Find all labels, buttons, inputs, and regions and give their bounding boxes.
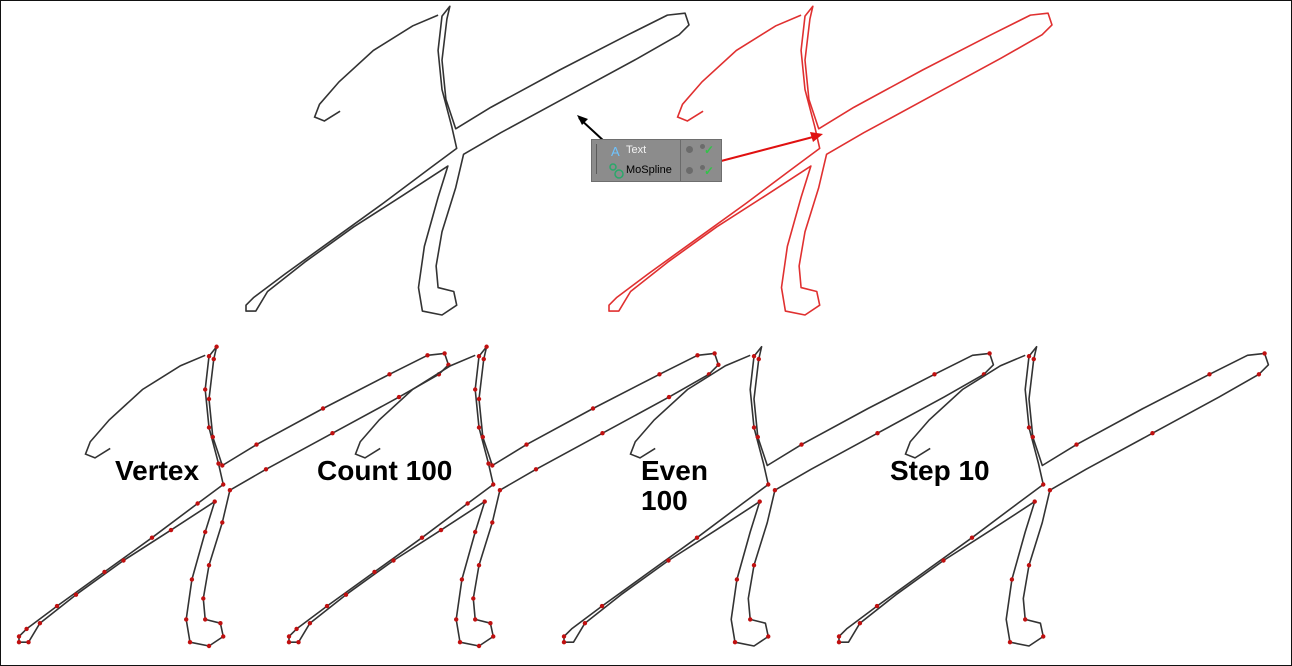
visibility-dot-editor-2[interactable] bbox=[686, 167, 693, 174]
caption-vertex: Vertex bbox=[115, 455, 200, 486]
text-object-icon: A bbox=[611, 144, 620, 158]
hierarchy-lines bbox=[596, 144, 611, 174]
count-letter-x bbox=[286, 344, 721, 649]
object-row-mospline[interactable]: MoSpline bbox=[592, 161, 680, 181]
mospline-object-icon bbox=[609, 163, 624, 179]
caption-count: Count 100 bbox=[317, 455, 453, 486]
object-label-text: Text bbox=[626, 144, 647, 156]
visibility-dot-render[interactable] bbox=[700, 144, 705, 149]
arrow-head-red bbox=[810, 132, 823, 142]
step-letter-x bbox=[836, 345, 1270, 647]
column-divider bbox=[680, 140, 681, 181]
visibility-dot-editor[interactable] bbox=[686, 146, 693, 153]
letter-samples bbox=[16, 5, 1270, 649]
object-label-mospline: MoSpline bbox=[626, 164, 672, 176]
enabled-check-icon-2[interactable]: ✓ bbox=[704, 164, 715, 178]
enabled-check-icon[interactable]: ✓ bbox=[704, 143, 715, 157]
object-manager-panel: A Text MoSpline ✓ ✓ bbox=[591, 139, 722, 182]
arrow-head-black bbox=[577, 115, 588, 125]
text-letter-x bbox=[245, 5, 690, 316]
caption-step: Step 10 bbox=[890, 455, 990, 486]
visibility-dot-render-2[interactable] bbox=[700, 165, 705, 170]
svg-text:A: A bbox=[611, 144, 620, 158]
caption-even-line1: Even bbox=[641, 455, 708, 486]
mospline-letter-x bbox=[608, 5, 1053, 316]
caption-even-line2: 100 bbox=[641, 485, 688, 516]
even-letter-x bbox=[561, 345, 995, 647]
object-row-text[interactable]: A Text bbox=[592, 141, 680, 161]
vertex-letter-x bbox=[16, 344, 451, 649]
